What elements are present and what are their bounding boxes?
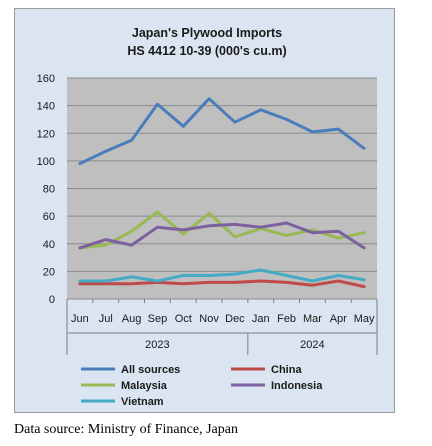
line-chart: Japan's Plywood Imports HS 4412 10-39 (0… — [37, 26, 378, 408]
series-line — [78, 221, 366, 250]
legend-label: Malaysia — [121, 380, 168, 392]
legend-label: Indonesia — [271, 380, 323, 392]
y-tick-label: 40 — [43, 239, 55, 251]
x-tick-label: Oct — [175, 313, 192, 325]
x-tick-label: May — [354, 313, 375, 325]
y-tick-label: 100 — [37, 156, 55, 168]
x-tick-label: Aug — [122, 313, 142, 325]
y-axis-ticks: 0 20 40 60 80 100 120 140 160 — [37, 73, 55, 306]
x-group-label: 2023 — [145, 339, 169, 351]
series-line — [78, 279, 366, 289]
series-line — [78, 268, 366, 283]
source-note: Data source: Ministry of Finance, Japan — [14, 422, 238, 437]
y-tick-label: 60 — [43, 211, 55, 223]
y-tick-label: 0 — [49, 294, 55, 306]
x-tick-label: Jun — [71, 313, 89, 325]
x-tick-label: Nov — [199, 313, 219, 325]
x-tick-label: Dec — [225, 313, 245, 325]
chart-subtitle: HS 4412 10-39 (000's cu.m) — [127, 44, 286, 58]
legend-label: All sources — [121, 364, 180, 376]
y-tick-label: 160 — [37, 73, 55, 85]
x-tick-label: Jul — [99, 313, 113, 325]
x-tick-label: Apr — [330, 313, 347, 325]
y-tick-label: 140 — [37, 101, 55, 113]
legend-label: China — [271, 364, 302, 376]
legend-label: Vietnam — [121, 396, 164, 408]
x-group-label: 2024 — [300, 339, 324, 351]
x-tick-label: Feb — [277, 313, 296, 325]
x-tick-label: Mar — [303, 313, 322, 325]
series-lines — [78, 97, 366, 289]
chart-title: Japan's Plywood Imports — [132, 26, 282, 40]
chart-frame: Japan's Plywood Imports HS 4412 10-39 (0… — [14, 8, 395, 413]
legend: All sources China Malaysia Indonesia Vietnam — [81, 364, 323, 408]
y-tick-label: 120 — [37, 128, 55, 140]
x-tick-label: Sep — [148, 313, 168, 325]
series-line — [78, 97, 366, 166]
x-tick-label: Jan — [252, 313, 270, 325]
y-tick-label: 80 — [43, 184, 55, 196]
y-tick-label: 20 — [43, 266, 55, 278]
x-axis: Jun Jul Aug Sep Oct Nov Dec Jan Feb Mar Apr May 2023… — [66, 299, 378, 355]
